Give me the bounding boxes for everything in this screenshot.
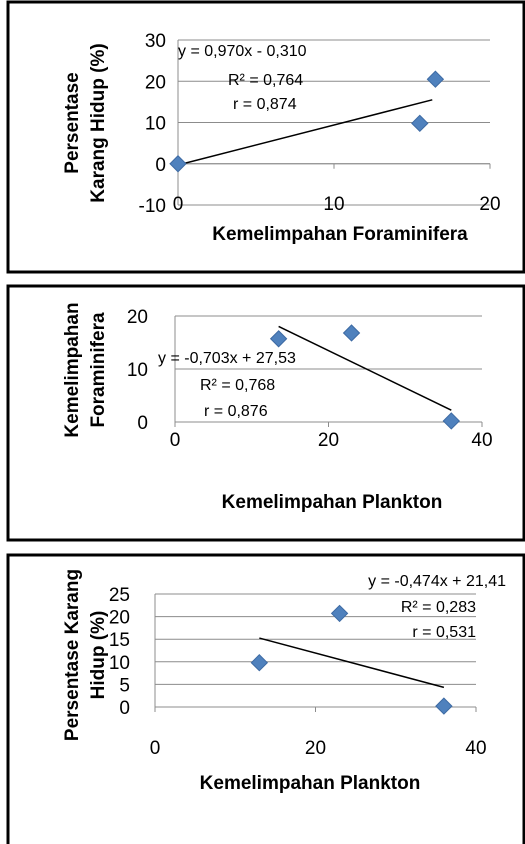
data-point bbox=[169, 155, 187, 173]
regression-annotation: R² = 0,283 bbox=[401, 599, 476, 616]
chart-panel-1: -10 0 10 20 30 0 10 20 Kemelimpahan Foraminifera… bbox=[6, 0, 525, 274]
x-tick-label: 20 bbox=[305, 738, 326, 759]
x-tick-label: 0 bbox=[150, 738, 161, 759]
data-point bbox=[435, 697, 453, 715]
data-point bbox=[250, 653, 269, 672]
y-axis-title-line: Karang Hidup (%) bbox=[88, 43, 109, 202]
regression-annotation: r = 0,876 bbox=[204, 403, 268, 420]
y-axis-title-line: Persentase bbox=[62, 72, 83, 173]
x-tick-label: 20 bbox=[318, 430, 339, 451]
regression-annotation: R² = 0,764 bbox=[228, 72, 303, 89]
y-tick-label: -10 bbox=[139, 196, 166, 217]
y-tick-label: 0 bbox=[119, 698, 130, 719]
y-tick-label: 25 bbox=[109, 585, 130, 606]
y-tick-label: 0 bbox=[137, 413, 148, 434]
data-point bbox=[411, 114, 429, 133]
y-tick-label: 10 bbox=[145, 114, 166, 135]
chart-frame bbox=[6, 0, 525, 274]
x-axis-title: Kemelimpahan Foraminifera bbox=[212, 224, 468, 245]
data-point bbox=[442, 412, 461, 430]
data-point bbox=[330, 604, 349, 623]
regression-annotation: r = 0,531 bbox=[412, 624, 476, 641]
y-axis-title-line: Hidup (%) bbox=[88, 611, 109, 700]
trendline bbox=[177, 99, 433, 166]
x-axis-title: Kemelimpahan Plankton bbox=[200, 773, 421, 794]
y-tick-label: 5 bbox=[119, 675, 130, 696]
y-tick-label: 10 bbox=[109, 653, 130, 674]
y-tick-label: 0 bbox=[155, 155, 166, 176]
y-tick-label: 20 bbox=[127, 307, 148, 328]
y-tick-label: 10 bbox=[127, 360, 148, 381]
regression-annotation: R² = 0,768 bbox=[200, 377, 275, 394]
data-point bbox=[269, 330, 288, 348]
y-tick-label: 15 bbox=[109, 630, 130, 651]
y-tick-label: 30 bbox=[145, 31, 166, 52]
y-axis-title-line: Persentase Karang bbox=[62, 569, 83, 741]
trendline bbox=[259, 637, 445, 689]
chart-frame bbox=[6, 553, 525, 844]
y-axis-title-line: Foraminifera bbox=[88, 312, 109, 428]
data-point bbox=[342, 324, 361, 342]
regression-annotation: r = 0,874 bbox=[233, 96, 297, 113]
x-axis-title: Kemelimpahan Plankton bbox=[222, 492, 443, 513]
y-tick-label: 20 bbox=[145, 72, 166, 93]
x-tick-label: 10 bbox=[323, 194, 344, 215]
regression-annotation: y = -0,703x + 27,53 bbox=[158, 350, 296, 367]
y-axis-title-line: Kemelimpahan bbox=[62, 302, 83, 437]
trendline bbox=[278, 325, 452, 411]
data-point bbox=[426, 70, 445, 88]
regression-annotation: y = -0,474x + 21,41 bbox=[368, 573, 506, 590]
x-tick-label: 0 bbox=[170, 430, 181, 451]
x-tick-label: 40 bbox=[471, 430, 492, 451]
regression-annotation: y = 0,970x - 0,310 bbox=[178, 43, 307, 60]
y-tick-label: 20 bbox=[109, 608, 130, 629]
x-tick-label: 40 bbox=[465, 738, 486, 759]
x-tick-label: 20 bbox=[479, 194, 500, 215]
chart-frame bbox=[6, 284, 525, 542]
x-tick-label: 0 bbox=[173, 194, 184, 215]
chart-panel-2: 0 10 20 0 20 40 Kemelimpahan Plankton Kemelimpa… bbox=[6, 284, 525, 542]
